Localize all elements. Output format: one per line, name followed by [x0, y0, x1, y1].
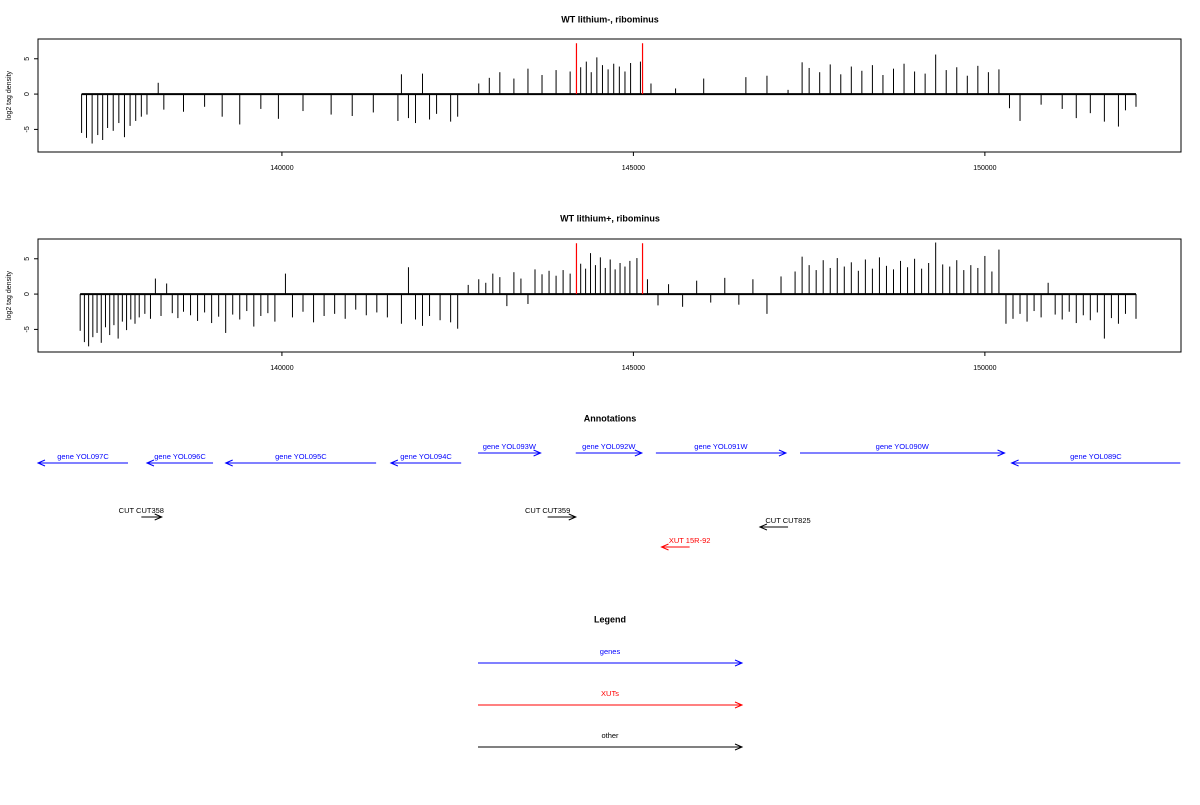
x-tick-label: 145000 — [622, 165, 645, 172]
feature-label: gene YOL093W — [483, 442, 537, 451]
x-tick-label: 140000 — [270, 365, 293, 372]
legend-label: genes — [600, 647, 621, 656]
feature-label: gene YOL089C — [1070, 452, 1122, 461]
feature-label: gene YOL091W — [694, 442, 748, 451]
y-axis-label: log2 tag density — [6, 270, 13, 320]
annotations-title: Annotations — [584, 413, 637, 423]
y-tick-label: -5 — [24, 126, 31, 132]
feature-label: XUT 15R-92 — [669, 536, 711, 545]
y-tick-label: 0 — [24, 292, 31, 296]
feature-arrow-head — [997, 449, 1006, 457]
legend-arrow-head — [734, 659, 744, 667]
legend-arrow-head — [734, 701, 744, 709]
feature-label: CUT CUT359 — [525, 506, 570, 515]
feature-arrow-head — [389, 459, 399, 467]
feature-label: gene YOL094C — [400, 452, 452, 461]
y-axis-label: log2 tag density — [6, 70, 13, 120]
legend-label: XUTs — [601, 689, 619, 698]
feature-label: gene YOL090W — [876, 442, 930, 451]
feature-label: gene YOL092W — [582, 442, 636, 451]
y-tick-label: 5 — [24, 257, 31, 261]
y-tick-label: -5 — [24, 326, 31, 332]
x-tick-label: 150000 — [973, 165, 996, 172]
feature-label: CUT CUT358 — [119, 506, 164, 515]
feature-arrow-head — [568, 513, 578, 521]
x-tick-label: 150000 — [973, 365, 996, 372]
feature-arrow-head — [533, 449, 542, 457]
legend-label: other — [601, 731, 619, 740]
feature-arrow-head — [36, 459, 46, 467]
feature-arrow-head — [634, 449, 644, 457]
legend-title: Legend — [594, 614, 626, 624]
chart-title: WT lithium-, ribominus — [561, 14, 659, 24]
feature-label: gene YOL096C — [154, 452, 206, 461]
x-tick-label: 145000 — [622, 365, 645, 372]
feature-arrow-head — [224, 459, 233, 467]
x-tick-label: 140000 — [270, 165, 293, 172]
y-tick-label: 0 — [24, 92, 31, 96]
feature-arrow-head — [1010, 459, 1019, 467]
plot-frame — [37, 238, 1182, 353]
feature-label: gene YOL095C — [275, 452, 327, 461]
feature-arrow-head — [778, 449, 788, 457]
feature-label: gene YOL097C — [57, 452, 109, 461]
feature-arrow-head — [660, 543, 669, 551]
y-tick-label: 5 — [24, 57, 31, 61]
feature-arrow-head — [154, 513, 163, 521]
legend-arrow-head — [734, 743, 744, 751]
plot-frame — [37, 38, 1182, 153]
feature-arrow-head — [758, 523, 768, 531]
feature-arrow-head — [145, 459, 155, 467]
feature-label: CUT CUT825 — [765, 516, 810, 525]
chart-title: WT lithium+, ribominus — [560, 213, 660, 223]
